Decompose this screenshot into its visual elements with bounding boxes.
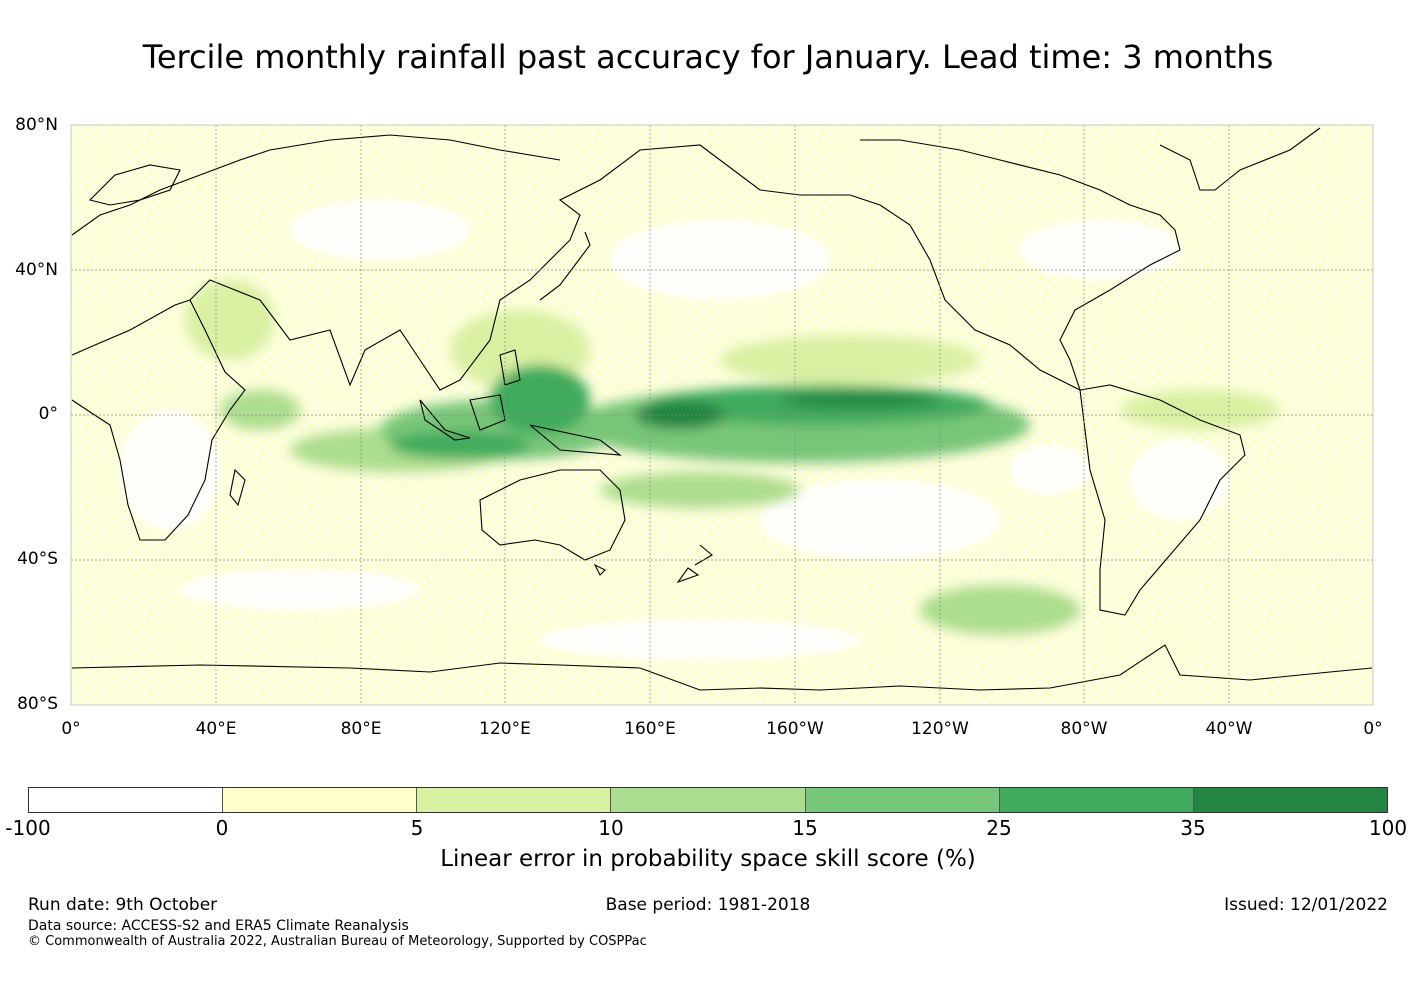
europe-coast — [71, 134, 561, 236]
south-america-coast — [1079, 384, 1246, 616]
map-frame — [70, 124, 1374, 706]
colorbar-tick: 35 — [1180, 816, 1206, 840]
north-america-coast — [800, 139, 1181, 392]
lat-label-80s: 80°S — [17, 694, 58, 714]
colorbar-tick: 5 — [410, 816, 424, 840]
africa-coast — [71, 299, 246, 541]
colorbar-tick: -100 — [5, 816, 51, 840]
colorbar-label: Linear error in probability space skill … — [440, 846, 976, 872]
colorbar-segment — [805, 788, 1000, 812]
colorbar-tick: 100 — [1368, 816, 1408, 840]
colorbar-tick: 15 — [792, 816, 818, 840]
lon-label-80w: 80°W — [1060, 719, 1108, 739]
lon-label-160e: 160°E — [624, 719, 676, 739]
lon-label-0-right: 0° — [1363, 719, 1383, 739]
colorbar-tick: 0 — [215, 816, 229, 840]
map-title: Tercile monthly rainfall past accuracy f… — [142, 38, 1274, 76]
colorbar-segment — [223, 788, 418, 812]
colorbar-tick: 25 — [986, 816, 1012, 840]
lon-label-120w: 120°W — [911, 719, 969, 739]
lon-label-40w: 40°W — [1205, 719, 1253, 739]
lon-label-120e: 120°E — [479, 719, 531, 739]
colorbar-segment — [417, 788, 612, 812]
lat-label-40n: 40°N — [15, 260, 58, 280]
colorbar — [28, 787, 1388, 813]
lon-label-160w: 160°W — [766, 719, 824, 739]
graticule — [71, 125, 1373, 705]
base-period: Base period: 1981-2018 — [605, 895, 811, 915]
lat-label-0: 0° — [38, 404, 58, 424]
colorbar-tick: 10 — [598, 816, 624, 840]
copyright: © Commonwealth of Australia 2022, Austra… — [28, 934, 647, 949]
antarctica-coast — [71, 644, 1373, 691]
lat-label-40s: 40°S — [17, 549, 58, 569]
skill-regions — [185, 280, 1280, 635]
run-date: Run date: 9th October — [28, 895, 218, 915]
australia-coast — [479, 469, 626, 561]
coastlines — [71, 127, 1373, 691]
issued-date: Issued: 12/01/2022 — [1224, 895, 1388, 915]
data-source: Data source: ACCESS-S2 and ERA5 Climate … — [28, 918, 409, 934]
colorbar-segment — [611, 788, 806, 812]
colorbar-segment — [29, 788, 224, 812]
lon-label-80e: 80°E — [340, 719, 382, 739]
lon-label-40e: 40°E — [195, 719, 237, 739]
asia-coast — [189, 144, 801, 391]
skill-map — [70, 124, 1374, 706]
colorbar-segment — [1193, 788, 1387, 812]
lon-label-0-left: 0° — [61, 719, 81, 739]
low-skill-patches — [120, 200, 1230, 660]
lat-label-80n: 80°N — [15, 115, 58, 135]
colorbar-segment — [999, 788, 1194, 812]
map-area[interactable]: 80°N 40°N 0° 40°S 80°S 0° 40°E 80°E 120°… — [0, 0, 1416, 760]
